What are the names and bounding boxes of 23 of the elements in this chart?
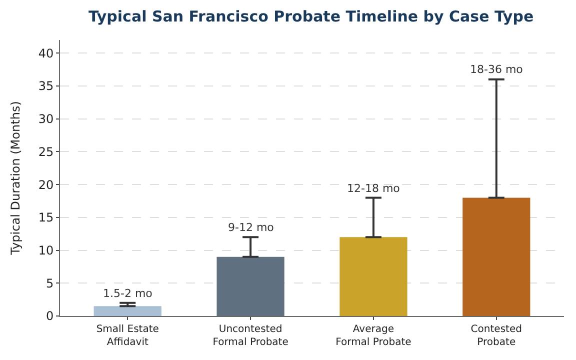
bar (340, 237, 408, 316)
y-tick-label: 10 (38, 243, 54, 258)
y-tick-label: 30 (38, 112, 54, 126)
bar (462, 198, 530, 316)
y-tick-label: 35 (38, 79, 54, 94)
bar (94, 306, 162, 316)
y-tick-label: 0 (46, 309, 54, 324)
y-tick-label: 25 (38, 144, 54, 159)
x-tick-label: Small Estate Affidavit (96, 324, 159, 348)
annotation: 12-18 mo (347, 182, 400, 195)
x-tick-label: Contested Probate (470, 324, 522, 348)
y-tick-label: 5 (46, 276, 54, 290)
annotation: 9-12 mo (228, 221, 274, 234)
annotation: 1.5-2 mo (103, 287, 153, 300)
y-tick-label: 15 (38, 210, 54, 225)
y-tick-label: 40 (38, 46, 54, 60)
y-axis-title: Typical Duration (Months) (8, 101, 23, 256)
x-tick-label: Uncontested Formal Probate (212, 324, 288, 348)
bar (216, 256, 284, 316)
y-tick-label: 20 (38, 178, 54, 192)
chart-title: Typical San Francisco Probate Timeline by Case Type (88, 7, 534, 26)
x-tick-label: Average Formal Probate (336, 324, 412, 348)
annotation: 18-36 mo (470, 63, 524, 76)
